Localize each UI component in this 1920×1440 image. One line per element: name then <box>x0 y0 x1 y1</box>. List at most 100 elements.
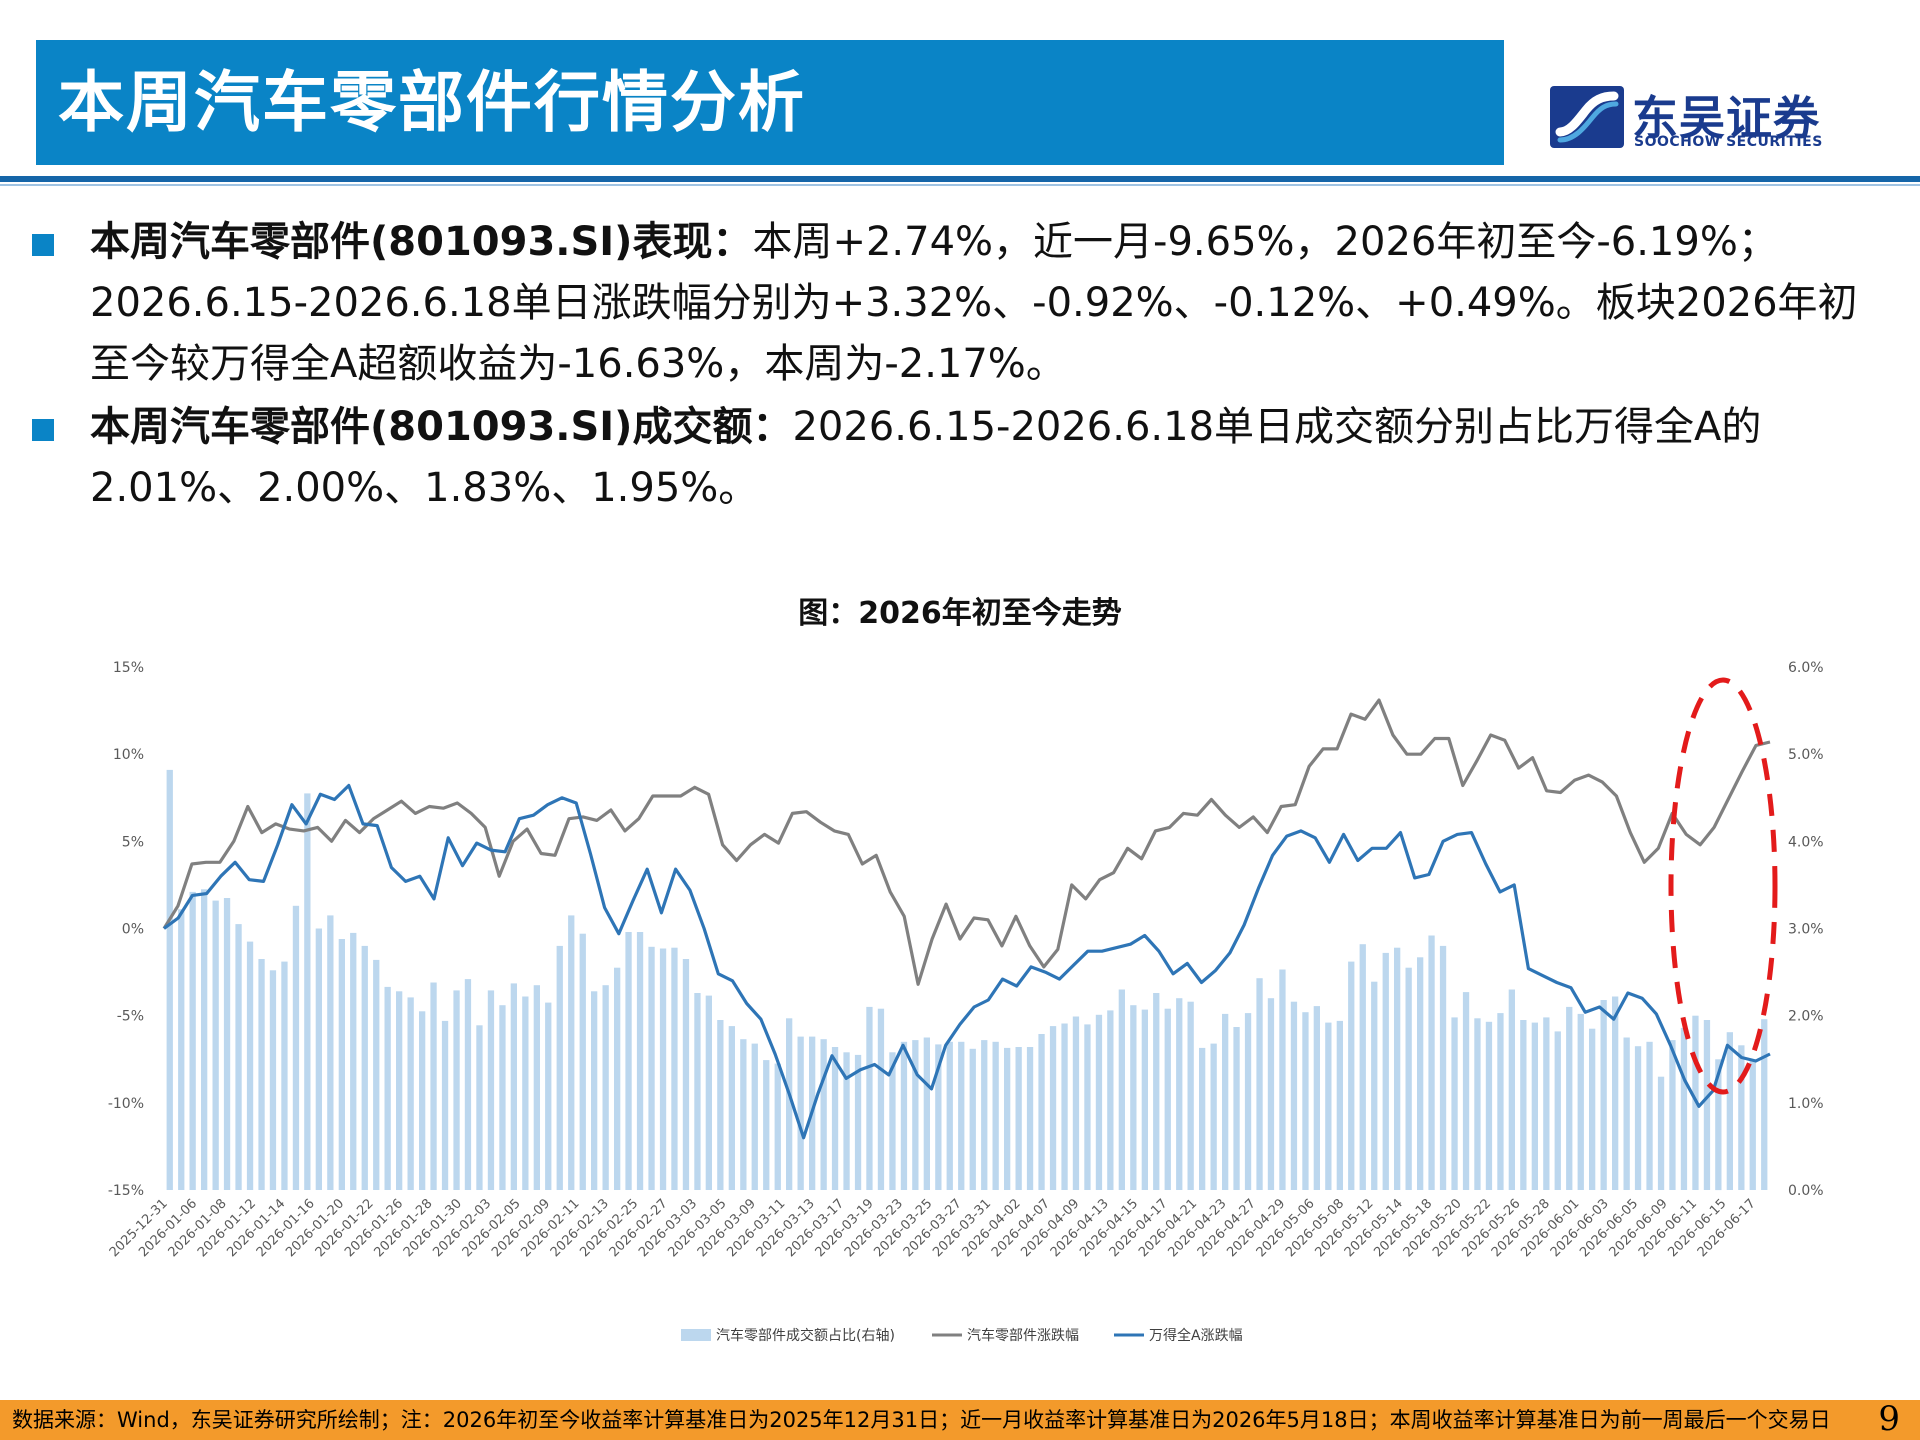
page-number: 9 <box>1878 1399 1900 1439</box>
logo-name-cn: 东吴证券 <box>1632 91 1820 145</box>
turnover-bar <box>1313 1006 1320 1190</box>
turnover-bar <box>1279 969 1286 1190</box>
bullet-square-icon <box>32 234 54 256</box>
turnover-bar <box>1164 1008 1171 1190</box>
turnover-bar <box>1520 1020 1527 1190</box>
bullet-turnover: 本周汽车零部件(801093.SI)成交额：2026.6.15-2026.6.1… <box>30 397 1890 519</box>
y-right-tick-label: 3.0% <box>1788 922 1824 938</box>
legend-bar-swatch <box>681 1329 711 1341</box>
turnover-bar <box>1061 1023 1068 1190</box>
turnover-bar <box>373 959 380 1190</box>
turnover-bar <box>1657 1076 1665 1190</box>
turnover-bar <box>797 1036 804 1190</box>
turnover-bar <box>419 1011 426 1190</box>
turnover-bar <box>522 996 529 1190</box>
right-axis-ticks: 6.0% 5.0% 4.0% 3.0% 2.0% 1.0% 0.0% <box>1788 660 1824 1199</box>
bullet-square-icon <box>32 419 54 441</box>
turnover-bar <box>223 898 231 1190</box>
x-axis-ticks: 2025-12-312026-01-062026-01-082026-01-12… <box>107 1196 1759 1260</box>
turnover-bar <box>1669 1040 1676 1190</box>
turnover-bar <box>304 793 311 1190</box>
y-left-tick-label: 15% <box>113 660 144 676</box>
turnover-bar <box>671 947 678 1190</box>
turnover-bar <box>1394 947 1401 1190</box>
turnover-bar <box>935 1044 942 1190</box>
company-logo: 东吴证券 SOOCHOW SECURITIES <box>1550 86 1890 152</box>
turnover-bar <box>900 1041 908 1190</box>
y-left-tick-label: -5% <box>117 1009 144 1025</box>
turnover-bar <box>315 928 322 1190</box>
turnover-bar <box>1462 992 1470 1190</box>
turnover-bar <box>1095 1014 1103 1190</box>
turnover-bar <box>774 1063 781 1190</box>
turnover-bar <box>568 915 575 1190</box>
trend-chart: 15% 10% 5% 0% -5% -10% -15% 6.0% 5.0% 4.0% 3.0% 2.… <box>107 660 1824 1344</box>
turnover-bar <box>1176 998 1183 1190</box>
turnover-bar <box>338 939 345 1190</box>
turnover-bar <box>1439 945 1447 1190</box>
wind-all-a-return-line <box>163 783 1771 1140</box>
turnover-bar <box>1623 1037 1630 1190</box>
turnover-bar <box>1222 1013 1229 1190</box>
turnover-bar <box>1554 1031 1561 1190</box>
turnover-bar <box>1600 1000 1607 1190</box>
turnover-bar <box>1141 1009 1148 1190</box>
legend-label: 汽车零部件涨跌幅 <box>967 1327 1079 1344</box>
turnover-bar <box>1233 1027 1240 1190</box>
turnover-bar <box>579 933 586 1190</box>
turnover-bar <box>820 1039 827 1190</box>
turnover-bar <box>648 946 655 1190</box>
turnover-bar <box>166 769 173 1190</box>
turnover-bar <box>441 1020 449 1190</box>
turnover-bar <box>235 924 242 1190</box>
turnover-bar <box>1107 1010 1114 1190</box>
turnover-bar <box>556 945 563 1190</box>
bullet-heading: 本周汽车零部件(801093.SI)成交额： <box>90 404 793 450</box>
turnover-bar <box>1199 1047 1206 1190</box>
turnover-bar <box>1485 1021 1493 1190</box>
turnover-bar <box>510 983 517 1190</box>
turnover-bar <box>992 1041 999 1190</box>
turnover-bar <box>1428 935 1435 1190</box>
turnover-bar <box>1680 1027 1688 1190</box>
turnover-bar <box>1646 1041 1653 1190</box>
turnover-bar <box>189 891 196 1190</box>
turnover-bar <box>1543 1017 1550 1190</box>
turnover-bar <box>636 932 644 1190</box>
y-left-tick-label: -10% <box>108 1096 144 1112</box>
turnover-bar <box>545 1002 552 1190</box>
turnover-bar <box>1118 989 1125 1190</box>
turnover-bar <box>1130 1005 1137 1190</box>
highlight-ellipse <box>1668 677 1778 1095</box>
left-axis-ticks: 15% 10% 5% 0% -5% -10% -15% <box>108 660 144 1199</box>
turnover-bar <box>614 967 621 1190</box>
turnover-bar <box>843 1052 850 1190</box>
bullet-text: 2026.6.15-2026.6.18单日成交额分别占比万得全A的2.01%、2… <box>90 404 1762 511</box>
auto-parts-return-line <box>162 698 1771 986</box>
y-left-tick-label: 10% <box>113 747 144 763</box>
y-right-tick-label: 0.0% <box>1788 1183 1824 1199</box>
turnover-bar <box>1038 1034 1045 1190</box>
turnover-bar <box>1302 1012 1309 1190</box>
turnover-bar <box>1508 989 1515 1190</box>
turnover-bar <box>625 932 632 1190</box>
header-rule-thin <box>0 184 1920 186</box>
turnover-bar <box>1049 1026 1057 1190</box>
turnover-bar <box>453 990 460 1190</box>
y-right-tick-label: 1.0% <box>1788 1096 1824 1112</box>
turnover-bar <box>866 1006 873 1190</box>
turnover-bar <box>981 1040 988 1190</box>
bullet-heading: 本周汽车零部件(801093.SI)表现： <box>90 219 753 265</box>
turnover-bar <box>1474 1018 1481 1190</box>
y-left-tick-label: 5% <box>122 834 144 850</box>
turnover-bar <box>533 985 540 1190</box>
turnover-bar <box>751 1043 758 1190</box>
turnover-bar <box>591 991 598 1190</box>
turnover-bar <box>1336 1020 1343 1190</box>
turnover-bar <box>327 915 334 1190</box>
turnover-bar <box>246 941 254 1190</box>
turnover-bar <box>969 1048 976 1190</box>
turnover-bar <box>1256 978 1263 1190</box>
turnover-bar <box>1703 1020 1711 1190</box>
y-right-tick-label: 4.0% <box>1788 834 1824 850</box>
